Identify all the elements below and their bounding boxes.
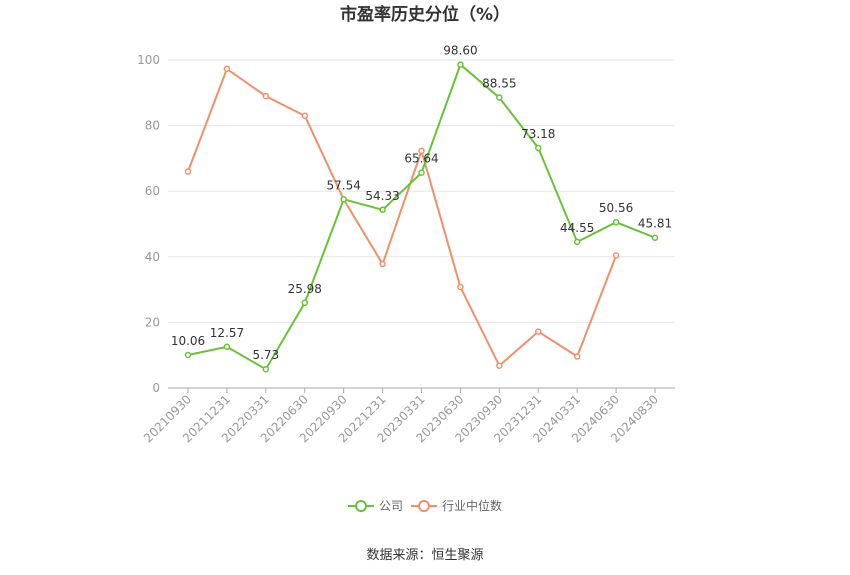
series-line-company xyxy=(187,62,656,371)
point-industry xyxy=(262,92,270,100)
point-industry xyxy=(496,362,503,369)
y-tick-label: 20 xyxy=(145,315,160,329)
data-label: 73.18 xyxy=(521,127,555,141)
data-label: 54.33 xyxy=(365,189,399,203)
point-industry xyxy=(535,328,542,335)
point-company xyxy=(301,299,308,307)
point-industry xyxy=(223,65,231,73)
legend: 公司 行业中位数 xyxy=(348,498,502,513)
data-label: 88.55 xyxy=(482,77,516,91)
data-label: 65.64 xyxy=(404,152,438,166)
point-industry xyxy=(573,353,581,360)
point-company xyxy=(496,94,503,101)
y-axis: 0 20 40 60 80 100 xyxy=(137,53,160,395)
grid xyxy=(168,59,675,323)
series-line-industry xyxy=(187,67,618,368)
point-company xyxy=(612,218,620,226)
data-label: 44.55 xyxy=(560,221,594,235)
legend-item-company[interactable]: 公司 xyxy=(348,499,403,513)
point-company xyxy=(340,196,347,203)
x-axis: 2021093020211231202203312022063020220930… xyxy=(141,387,675,445)
legend-marker xyxy=(355,500,367,512)
point-industry xyxy=(379,260,386,268)
point-company xyxy=(262,365,270,373)
y-tick-label: 80 xyxy=(145,119,160,133)
y-tick-label: 40 xyxy=(145,250,160,264)
point-industry xyxy=(457,283,464,291)
y-tick-label: 100 xyxy=(137,53,160,67)
point-company xyxy=(535,144,542,152)
data-label: 12.57 xyxy=(210,326,244,340)
data-label: 25.98 xyxy=(288,282,322,296)
y-tick-label: 60 xyxy=(145,184,160,198)
point-industry xyxy=(301,112,308,120)
point-company xyxy=(184,351,192,359)
data-label: 45.81 xyxy=(638,217,672,231)
point-company xyxy=(651,234,659,241)
point-company xyxy=(573,238,581,246)
legend-item-industry[interactable]: 行业中位数 xyxy=(411,498,502,513)
chart-title: 市盈率历史分位（%） xyxy=(340,4,510,25)
legend-label: 公司 xyxy=(379,499,403,513)
data-label: 98.60 xyxy=(443,44,477,58)
data-labels: 10.06 12.57 5.73 25.98 57.54 54.33 65.64 98.60 8… xyxy=(171,44,672,363)
point-company xyxy=(379,206,386,214)
series xyxy=(184,61,659,373)
source-text: 数据来源：恒生聚源 xyxy=(366,548,483,563)
point-company xyxy=(457,61,464,68)
point-company xyxy=(418,169,425,176)
data-label: 57.54 xyxy=(326,178,360,192)
data-label: 50.56 xyxy=(599,201,633,215)
point-industry xyxy=(184,168,192,175)
data-label: 5.73 xyxy=(252,348,279,362)
legend-label: 行业中位数 xyxy=(442,498,502,513)
point-industry xyxy=(612,252,620,259)
y-tick-label: 0 xyxy=(152,381,160,395)
point-industry xyxy=(418,147,425,155)
point-company xyxy=(223,343,231,351)
legend-marker xyxy=(418,500,430,512)
data-label: 10.06 xyxy=(171,334,205,348)
